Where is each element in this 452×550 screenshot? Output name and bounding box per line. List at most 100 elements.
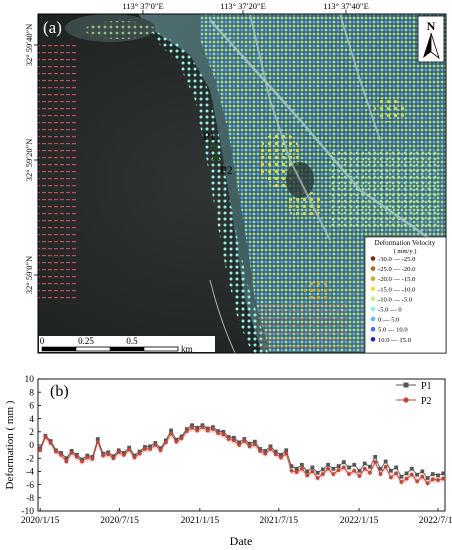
point-P2 (211, 427, 215, 432)
point-P1 (368, 464, 372, 469)
y-axis: -10 -8 -6 -4 -2 0 2 4 6 8 10 (21, 375, 41, 517)
point-P2 (174, 439, 179, 444)
point-P2 (399, 480, 404, 484)
point-P1 (336, 464, 341, 469)
green-zone (330, 150, 440, 230)
point-P1 (436, 473, 440, 478)
point-P2 (305, 473, 310, 478)
point-P1 (326, 462, 330, 467)
point-P1 (116, 448, 121, 453)
legend-swatch-7 (370, 326, 376, 332)
x-tick-label-2: 2021/1/15 (181, 516, 220, 526)
point-P1 (284, 448, 289, 453)
legend-rows: -30.0 — -25.0 -25.0 — -20.0 -20.0 — -15.0 -… (370, 256, 416, 344)
y-tick-label-2: -6 (26, 481, 34, 491)
point-P2 (347, 472, 351, 476)
x-tick-label-0: 2020/1/15 (21, 516, 60, 526)
point-P2 (137, 451, 142, 456)
point-P2 (163, 440, 168, 445)
x-axis-label: Date (230, 534, 253, 548)
point-P1 (305, 469, 310, 474)
point-P2 (404, 476, 409, 481)
point-P1 (315, 470, 320, 475)
point-P2 (221, 432, 226, 437)
point-P2 (205, 428, 210, 433)
y-tick-label-4: -2 (26, 454, 34, 464)
point-P1 (352, 462, 357, 467)
p2-label: P2 (220, 163, 233, 177)
point-P1 (289, 464, 294, 469)
point-P1 (205, 426, 210, 431)
yellow-zone-2 (287, 191, 323, 219)
point-P1 (221, 429, 226, 434)
point-P2 (226, 437, 231, 441)
point-P1 (263, 449, 268, 453)
top-coord-1: 113° 37′0″E (122, 1, 163, 11)
y-tick-label-6: 2 (29, 428, 34, 438)
point-P1 (90, 454, 95, 459)
y-tick-label-0: -10 (21, 507, 34, 517)
point-P1 (148, 444, 153, 449)
point-P2 (383, 464, 388, 469)
point-P2 (352, 468, 357, 473)
point-P1 (153, 441, 158, 445)
point-P1 (80, 457, 84, 462)
point-P2 (331, 472, 336, 476)
point-P1 (341, 460, 346, 465)
point-P1 (195, 425, 200, 430)
point-P1 (247, 441, 252, 446)
legend-unit: ( mm/y ) (394, 248, 417, 255)
shoreline-curve (209, 279, 236, 353)
point-P2 (95, 439, 100, 444)
point-P2 (179, 436, 184, 441)
map-ticks (34, 10, 347, 276)
point-P1 (258, 447, 262, 451)
point-P1 (216, 429, 221, 434)
series-group (38, 423, 446, 487)
red-point-cluster-right (258, 300, 348, 353)
x-tick-label-5: 2022/7/15 (419, 516, 452, 526)
point-P1 (404, 471, 409, 476)
point-P1 (163, 438, 168, 443)
point-P1 (331, 466, 336, 471)
point-P2 (425, 481, 430, 486)
point-P2 (38, 448, 43, 453)
map-frame (37, 13, 447, 354)
point-P2 (326, 466, 330, 471)
road-1 (209, 19, 446, 252)
point-P2 (336, 468, 341, 472)
legend-label-5: -5.0 — 0 (378, 307, 402, 314)
point-P2 (74, 454, 79, 459)
scale-tick-1: 0.25 (78, 336, 94, 346)
point-P1 (300, 462, 304, 467)
y-tick-label-9: 8 (29, 388, 34, 398)
point-P1 (430, 472, 435, 476)
point-P1 (64, 456, 69, 461)
point-P2 (48, 441, 53, 445)
point-P1 (409, 466, 414, 471)
x-tick-label-3: 2021/7/15 (260, 516, 299, 526)
point-P1 (399, 474, 404, 479)
legend-label-7: 5.0 — 10.0 (378, 327, 408, 334)
north-arrow-icon: N (417, 15, 445, 63)
point-P2 (247, 444, 252, 449)
point-P2 (90, 456, 95, 461)
legend-label-2: -20.0 — -15.0 (378, 276, 416, 283)
point-P2 (153, 443, 158, 447)
point-P1 (179, 434, 184, 439)
panel-a-label: (a) (43, 18, 62, 37)
point-P1 (174, 437, 179, 442)
velocity-legend: Deformation Velocity ( mm/y ) -30.0 — -2… (364, 236, 447, 354)
point-P2 (85, 455, 90, 460)
point-P2 (69, 451, 74, 455)
point-P2 (368, 470, 372, 475)
point-P1 (425, 476, 430, 480)
point-P2 (53, 449, 58, 454)
point-P2 (409, 472, 414, 477)
point-P2 (273, 452, 278, 457)
point-P1 (242, 437, 247, 441)
point-P2 (142, 447, 147, 451)
point-P2 (80, 459, 84, 464)
p1-label: P1 (203, 129, 216, 143)
